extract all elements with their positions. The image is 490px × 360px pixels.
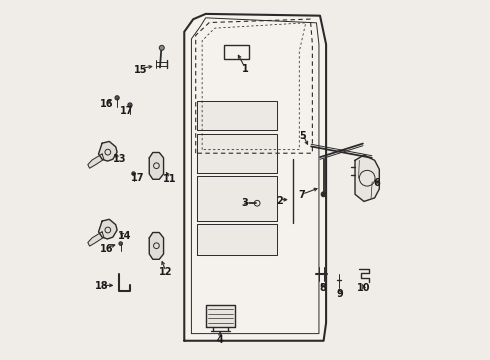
Text: 13: 13 <box>113 154 126 164</box>
Text: 17: 17 <box>131 173 145 183</box>
Polygon shape <box>88 154 104 168</box>
Polygon shape <box>98 219 117 239</box>
Polygon shape <box>98 141 117 161</box>
Circle shape <box>115 96 119 100</box>
Text: 14: 14 <box>118 231 131 242</box>
Polygon shape <box>149 153 164 179</box>
Text: 6: 6 <box>374 178 381 188</box>
Text: 2: 2 <box>277 196 283 206</box>
Polygon shape <box>197 224 277 255</box>
Text: 11: 11 <box>163 174 177 184</box>
Text: 3: 3 <box>241 198 247 208</box>
Text: 4: 4 <box>217 335 223 345</box>
Circle shape <box>132 172 135 175</box>
Polygon shape <box>184 14 326 341</box>
Circle shape <box>128 103 132 107</box>
Text: 7: 7 <box>299 190 306 200</box>
Polygon shape <box>197 176 277 221</box>
Text: 18: 18 <box>95 282 108 292</box>
Text: 12: 12 <box>159 267 172 277</box>
Circle shape <box>159 45 164 50</box>
FancyBboxPatch shape <box>223 45 249 59</box>
Polygon shape <box>149 233 164 259</box>
Circle shape <box>321 192 326 197</box>
Polygon shape <box>206 305 235 327</box>
Text: 16: 16 <box>99 244 113 253</box>
Text: 16: 16 <box>99 99 113 109</box>
Polygon shape <box>197 134 277 173</box>
Text: 9: 9 <box>337 289 343 298</box>
Polygon shape <box>355 155 379 202</box>
Text: 8: 8 <box>319 283 326 293</box>
Circle shape <box>119 242 122 246</box>
Text: 10: 10 <box>357 283 370 293</box>
Text: 1: 1 <box>242 64 248 74</box>
Polygon shape <box>88 232 104 246</box>
Text: 5: 5 <box>299 131 306 141</box>
Text: 15: 15 <box>134 65 147 75</box>
Text: 17: 17 <box>120 107 133 116</box>
Polygon shape <box>197 102 277 130</box>
